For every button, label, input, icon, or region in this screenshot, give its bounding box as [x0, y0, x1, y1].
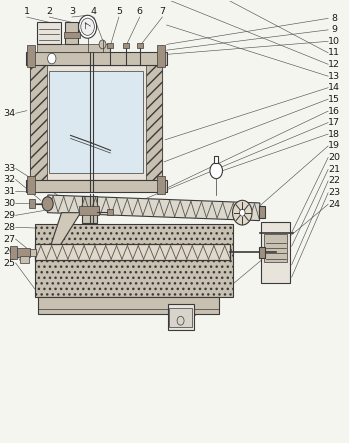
- Text: 17: 17: [328, 118, 340, 127]
- Text: 34: 34: [3, 109, 15, 118]
- Text: 4: 4: [91, 7, 97, 16]
- Bar: [169, 308, 192, 327]
- Bar: [36, 245, 230, 260]
- Bar: [20, 256, 29, 264]
- Bar: [28, 45, 35, 67]
- Bar: [264, 234, 287, 262]
- Polygon shape: [47, 195, 260, 221]
- Bar: [38, 297, 219, 314]
- Bar: [259, 206, 265, 218]
- Text: 14: 14: [328, 83, 340, 92]
- Text: 29: 29: [3, 211, 15, 220]
- Circle shape: [81, 18, 94, 35]
- Text: 2: 2: [46, 7, 52, 16]
- Text: 8: 8: [332, 14, 337, 23]
- Bar: [261, 222, 290, 284]
- Text: 16: 16: [328, 107, 340, 116]
- Polygon shape: [36, 245, 230, 260]
- Bar: [30, 65, 162, 179]
- Circle shape: [99, 40, 106, 49]
- Text: 30: 30: [3, 199, 15, 208]
- Text: 32: 32: [3, 175, 15, 184]
- Bar: [107, 43, 113, 48]
- Bar: [37, 22, 61, 44]
- Bar: [37, 44, 110, 52]
- Bar: [26, 52, 166, 65]
- Text: 13: 13: [328, 72, 341, 81]
- Bar: [10, 246, 17, 259]
- Text: 28: 28: [3, 223, 15, 232]
- Bar: [123, 43, 129, 48]
- Bar: [79, 206, 99, 215]
- Text: 5: 5: [116, 7, 122, 16]
- Bar: [26, 179, 166, 192]
- Text: 15: 15: [328, 95, 340, 104]
- Text: 11: 11: [328, 48, 340, 57]
- Bar: [35, 224, 233, 296]
- Circle shape: [232, 200, 252, 225]
- Text: 24: 24: [328, 200, 340, 209]
- Bar: [28, 176, 35, 194]
- Text: 26: 26: [3, 247, 15, 256]
- Text: 7: 7: [159, 7, 165, 16]
- Bar: [49, 71, 143, 173]
- Bar: [157, 45, 165, 67]
- Bar: [136, 43, 143, 48]
- Text: 18: 18: [328, 129, 340, 139]
- Text: 22: 22: [328, 176, 340, 185]
- Circle shape: [42, 197, 53, 211]
- Circle shape: [79, 15, 97, 38]
- Circle shape: [239, 209, 245, 216]
- Text: 9: 9: [332, 25, 337, 35]
- Bar: [146, 65, 162, 179]
- Bar: [29, 199, 35, 208]
- Bar: [64, 32, 80, 38]
- Bar: [82, 196, 97, 223]
- Bar: [259, 247, 265, 258]
- Bar: [157, 176, 165, 194]
- Text: 1: 1: [24, 7, 30, 16]
- Text: 6: 6: [137, 7, 143, 16]
- Text: 20: 20: [328, 153, 340, 162]
- Text: 33: 33: [3, 164, 15, 173]
- Bar: [65, 22, 78, 44]
- Text: 23: 23: [328, 188, 341, 197]
- Circle shape: [210, 163, 222, 179]
- Circle shape: [47, 53, 56, 64]
- Text: 3: 3: [69, 7, 75, 16]
- Bar: [214, 156, 218, 163]
- Text: 19: 19: [328, 141, 340, 151]
- Text: 25: 25: [3, 259, 15, 268]
- Text: 27: 27: [3, 235, 15, 244]
- Bar: [30, 65, 47, 179]
- Text: 31: 31: [3, 187, 15, 196]
- Text: 12: 12: [328, 60, 340, 69]
- Bar: [168, 304, 194, 330]
- Bar: [107, 209, 113, 215]
- Text: 21: 21: [328, 165, 340, 174]
- Text: 10: 10: [328, 37, 340, 46]
- Bar: [30, 249, 37, 256]
- Bar: [16, 248, 30, 257]
- Polygon shape: [51, 213, 81, 245]
